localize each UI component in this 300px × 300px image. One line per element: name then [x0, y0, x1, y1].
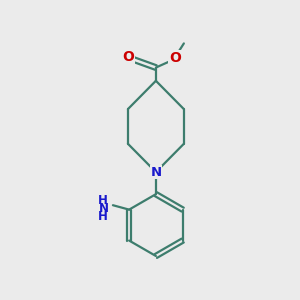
Text: O: O [169, 51, 181, 65]
Text: H: H [98, 210, 108, 223]
Text: O: O [123, 50, 134, 64]
Text: H: H [98, 194, 108, 207]
Text: N: N [99, 202, 109, 215]
Text: N: N [150, 166, 161, 178]
